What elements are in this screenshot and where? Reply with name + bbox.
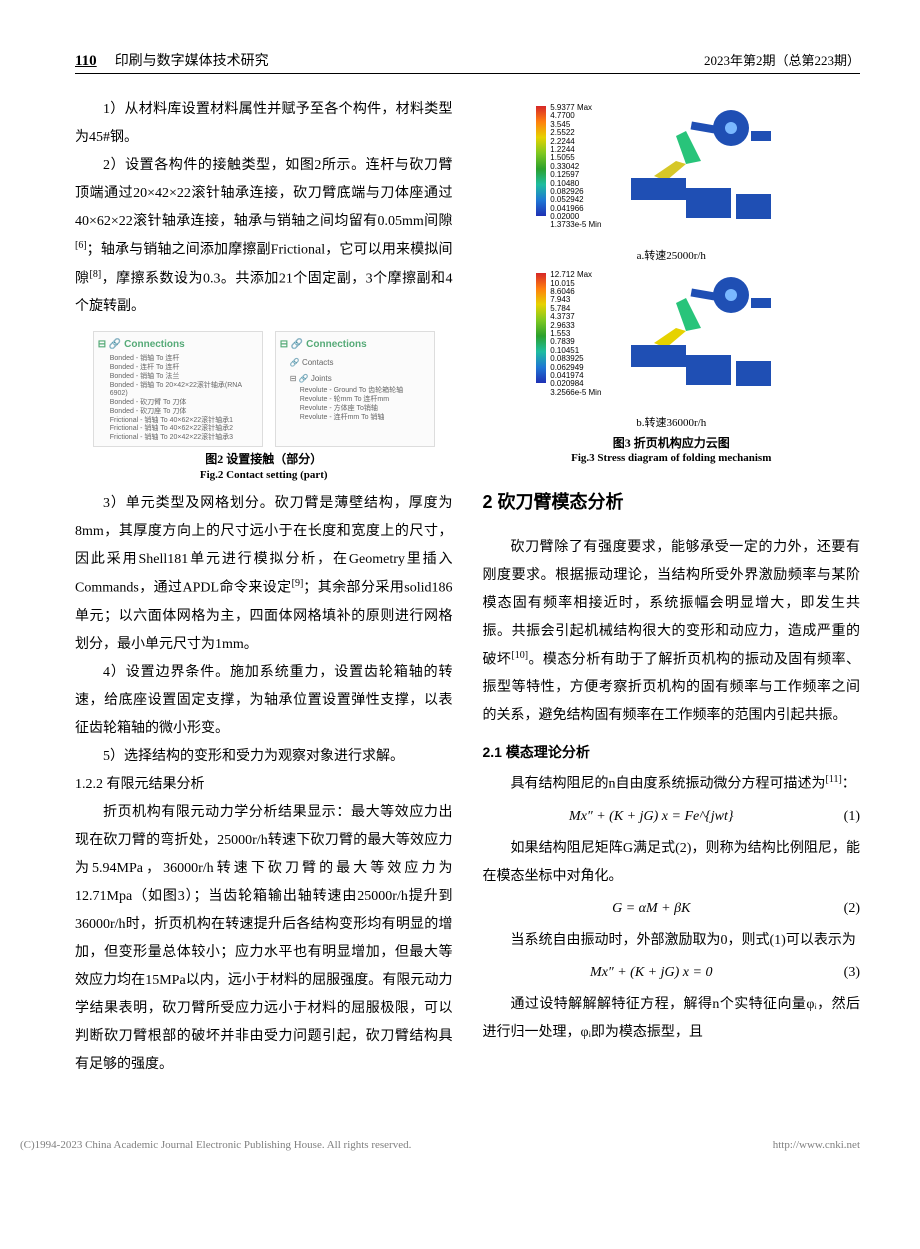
ref-8: [8] <box>89 269 101 280</box>
tree-item: Revolute - Ground To 齿轮箱轮轴 <box>300 387 430 396</box>
para-5: 5）选择结构的变形和受力为观察对象进行求解。 <box>75 743 453 771</box>
para-7: 折页机构有限元动力学分析结果显示：最大等效应力出现在砍刀臂的弯折处，25000r… <box>75 799 453 1079</box>
ref-6: [6] <box>75 240 87 251</box>
eq2-body: G = αM + βK <box>483 895 821 923</box>
ref-10: [10] <box>511 650 528 661</box>
equation-2: G = αM + βK (2) <box>483 895 861 923</box>
fig2-caption-cn: 图2 设置接触（部分） <box>75 451 453 468</box>
ref-9: [9] <box>292 578 304 589</box>
ref-11: [11] <box>826 774 842 785</box>
tree-item: Bonded - 销轴 To 法兰 <box>110 373 258 382</box>
page-number: 110 <box>75 53 97 70</box>
eq1-num: (1) <box>820 803 860 831</box>
tree-root-left: Connections <box>124 339 185 350</box>
para-1: 1）从材料库设置材料属性并赋予至各个构件，材料类型为45#钢。 <box>75 96 453 152</box>
page-footer: (C)1994-2023 China Academic Journal Elec… <box>0 1139 920 1161</box>
fig3a-sublabel: a.转速25000r/h <box>483 249 861 263</box>
fig3-caption-en: Fig.3 Stress diagram of folding mechanis… <box>483 451 861 465</box>
tree-group: Contacts <box>302 358 334 367</box>
para-r3: 如果结构阻尼矩阵G满足式(2)，则称为结构比例阻尼，能在模态坐标中对角化。 <box>483 835 861 891</box>
colorbar-b <box>536 273 546 383</box>
fig2-caption-en: Fig.2 Contact setting (part) <box>75 468 453 482</box>
t: 。模态分析有助于了解折页机构的振动及固有频率、振型等特性，方便考察折页机构的固有… <box>483 652 861 723</box>
eq3-num: (3) <box>820 959 860 987</box>
figure-3b: 12.712 Max 10.015 8.6046 7.943 5.784 4.3… <box>483 273 861 465</box>
para-r1: 砍刀臂除了有强度要求，能够承受一定的力外，还要有刚度要求。根据振动理论，当结构所… <box>483 534 861 731</box>
tree-item: Bonded - 砍刀臂 To 刀体 <box>110 399 258 408</box>
tree-item: Frictional - 销轴 To 40×62×22滚针轴承2 <box>110 425 258 434</box>
t: ： <box>842 777 856 792</box>
tree-item: Bonded - 连杆 To 连杆 <box>110 364 258 373</box>
tree-item: Frictional - 销轴 To 40×62×22滚针轴承1 <box>110 417 258 426</box>
tree-item: Revolute - 连杆mm To 销轴 <box>300 414 430 423</box>
journal-title: 印刷与数字媒体技术研究 <box>115 50 269 70</box>
tree-root-right: Connections <box>306 339 367 350</box>
colorbar-labels-a: 5.9377 Max 4.7700 3.545 2.5522 2.2244 1.… <box>550 104 601 230</box>
page-header: 110 印刷与数字媒体技术研究 2023年第2期（总第223期） <box>75 50 860 74</box>
colorbar-a <box>536 106 546 216</box>
para-3: 3）单元类型及网格划分。砍刀臂是薄壁结构，厚度为8mm，其厚度方向上的尺寸远小于… <box>75 490 453 659</box>
tree-item: Frictional - 销轴 To 20×42×22滚针轴承3 <box>110 434 258 443</box>
figure-3a: 5.9377 Max 4.7700 3.545 2.5522 2.2244 1.… <box>483 106 861 263</box>
colorbar-labels-b: 12.712 Max 10.015 8.6046 7.943 5.784 4.3… <box>550 271 601 397</box>
t: 砍刀臂除了有强度要求，能够承受一定的力外，还要有刚度要求。根据振动理论，当结构所… <box>483 540 861 668</box>
t: 2）设置各构件的接触类型，如图2所示。连杆与砍刀臂顶端通过20×42×22滚针轴… <box>75 158 453 229</box>
tree-group: Joints <box>311 374 332 383</box>
para-4: 4）设置边界条件。施加系统重力，设置齿轮箱轴的转速，给底座设置固定支撑，为轴承位… <box>75 659 453 743</box>
eq1-body: Mx″ + (K + jG) x = Fe^{jwt} <box>483 803 821 831</box>
tree-item: Bonded - 砍刀座 To 刀体 <box>110 408 258 417</box>
fig3-caption-cn: 图3 折页机构应力云图 <box>483 435 861 452</box>
figure-2: ⊟ 🔗 Connections Bonded - 销轴 To 连杆 Bonded… <box>75 331 453 482</box>
tree-item: Bonded - 销轴 To 连杆 <box>110 355 258 364</box>
right-column: 5.9377 Max 4.7700 3.545 2.5522 2.2244 1.… <box>483 96 861 1079</box>
t: 具有结构阻尼的n自由度系统振动微分方程可描述为 <box>511 777 826 792</box>
para-r4: 当系统自由振动时，外部激励取为0，则式(1)可以表示为 <box>483 927 861 955</box>
issue-info: 2023年第2期（总第223期） <box>704 50 860 69</box>
footer-url: http://www.cnki.net <box>773 1139 860 1151</box>
tree-item: Bonded - 销轴 To 20×42×22滚针轴承(RNA 6902) <box>110 382 258 400</box>
para-r2: 具有结构阻尼的n自由度系统振动微分方程可描述为[11]： <box>483 770 861 799</box>
eq3-body: Mx″ + (K + jG) x = 0 <box>483 959 821 987</box>
subsection-21: 2.1 模态理论分析 <box>483 738 861 766</box>
para-r5: 通过设特解解解特征方程，解得n个实特征向量φᵢ，然后进行归一处理，φᵢ即为模态振… <box>483 991 861 1047</box>
subhead-122: 1.2.2 有限元结果分析 <box>75 771 453 799</box>
fig3b-sublabel: b.转速36000r/h <box>483 416 861 430</box>
tree-item: Revolute - 轮mm To 连杆mm <box>300 396 430 405</box>
equation-3: Mx″ + (K + jG) x = 0 (3) <box>483 959 861 987</box>
t: ，摩擦系数设为0.3。共添加21个固定副，3个摩擦副和4个旋转副。 <box>75 271 453 314</box>
equation-1: Mx″ + (K + jG) x = Fe^{jwt} (1) <box>483 803 861 831</box>
footer-copyright: (C)1994-2023 China Academic Journal Elec… <box>20 1139 411 1151</box>
para-2: 2）设置各构件的接触类型，如图2所示。连杆与砍刀臂顶端通过20×42×22滚针轴… <box>75 152 453 321</box>
left-column: 1）从材料库设置材料属性并赋予至各个构件，材料类型为45#钢。 2）设置各构件的… <box>75 96 453 1079</box>
section-2-title: 2 砍刀臂模态分析 <box>483 484 861 520</box>
eq2-num: (2) <box>820 895 860 923</box>
tree-item: Revolute - 方体座 To销轴 <box>300 405 430 414</box>
